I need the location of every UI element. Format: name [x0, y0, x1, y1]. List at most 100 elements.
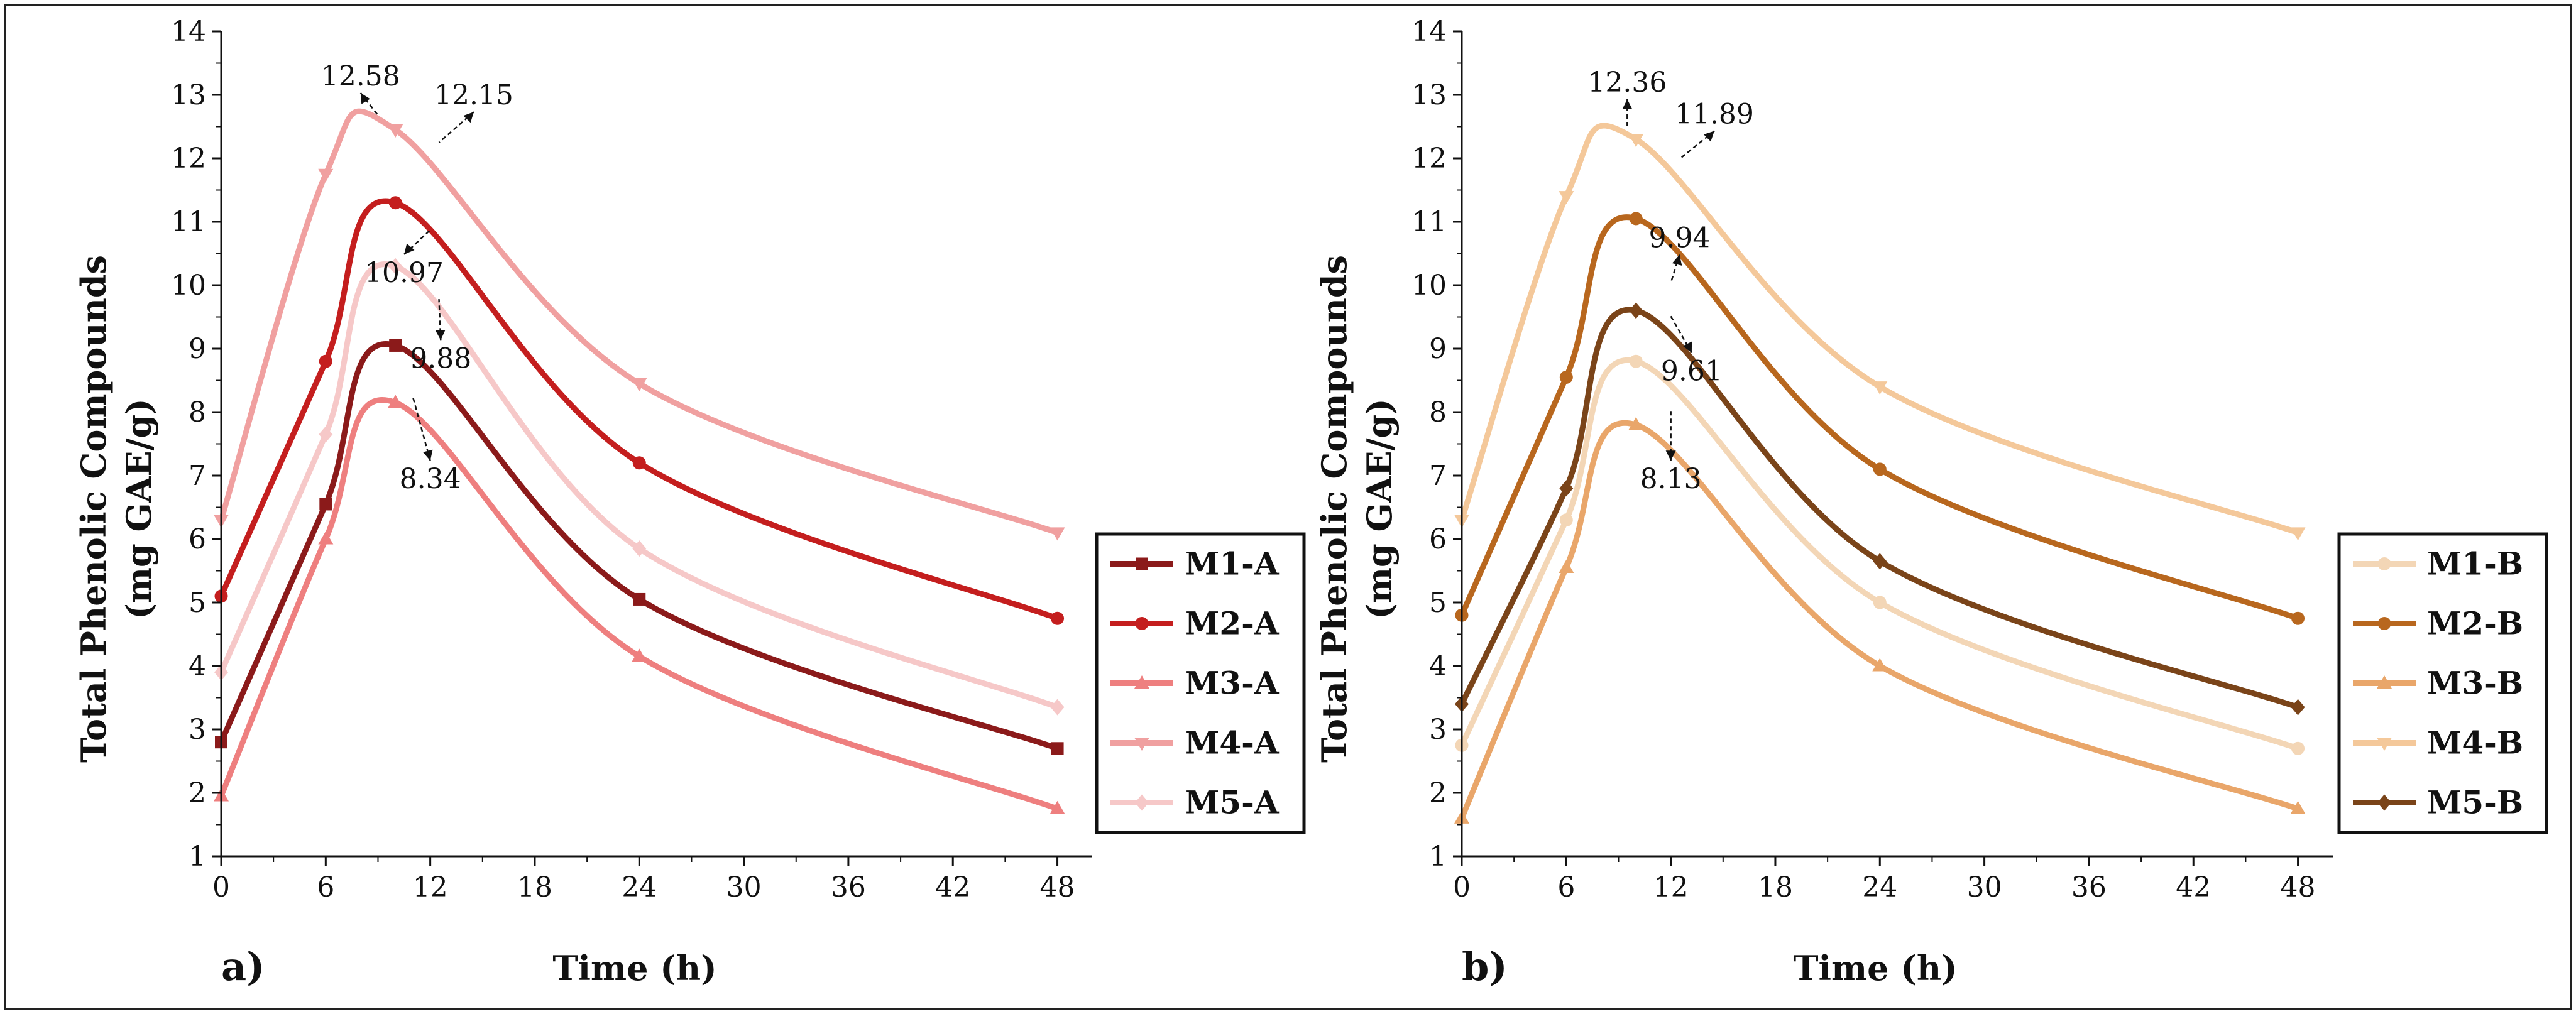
panel-b-legend-marker — [2377, 557, 2391, 570]
panel-a-label: a) — [221, 944, 265, 989]
panel-b-data-point — [2291, 741, 2305, 755]
panel-b-x-tick-label: 0 — [1453, 871, 1471, 903]
panel-a-legend-entry: M3-A — [1110, 665, 1280, 702]
panel-b-data-point — [1873, 462, 1887, 476]
panel-a-annotation: 12.15 — [434, 79, 513, 143]
panel-b-y-tick-label: 6 — [1429, 523, 1447, 555]
panel-a-legend-marker — [1135, 794, 1149, 811]
panel-b-data-point — [1872, 658, 1888, 672]
panel-b-x-tick-label: 36 — [2071, 871, 2107, 903]
panel-b-series-line — [1459, 357, 2301, 751]
panel-a-legend-marker — [1136, 557, 1148, 570]
panel-a-data-point — [632, 540, 647, 557]
panel-b-annotation-label: 12.36 — [1587, 67, 1667, 99]
panel-b-y-tick-label: 13 — [1411, 79, 1447, 111]
panel-b-legend-marker — [2377, 617, 2391, 630]
panel-b-x-axis-title: Time (h) — [1793, 948, 1957, 988]
panel-b-legend-label: M3-B — [2427, 665, 2523, 702]
panel-b-x-tick-label: 6 — [1557, 871, 1575, 903]
panel-a-y-tick-label: 13 — [171, 79, 206, 111]
panel-a-data-point — [632, 456, 646, 470]
panel-a-annotation-arrow — [359, 92, 379, 116]
panel-a-y-tick-label: 5 — [189, 587, 206, 619]
panel-a-data-point — [388, 124, 403, 138]
panel-b-annotation: 11.89 — [1675, 98, 1754, 160]
panel-a-series-line — [218, 341, 1061, 751]
panel-b-annotation: 8.13 — [1640, 410, 1702, 495]
panel-b-data-point — [1559, 370, 1573, 384]
panel-a-y-tick-label: 11 — [171, 206, 206, 238]
panel-b-data-point — [1628, 134, 1644, 148]
panel-a-y-tick-label: 8 — [189, 396, 206, 428]
panel-a-annotation-arrowhead — [463, 112, 474, 123]
panel-b-y-axis-title-line2: (mg GAE/g) — [1359, 398, 1400, 619]
panel-a-x-tick-label: 48 — [1040, 871, 1075, 903]
panel-a-annotation-arrowhead — [423, 449, 433, 461]
panel-b-data-point — [2290, 800, 2306, 814]
panel-a-annotation: 12.58 — [321, 60, 400, 116]
panel-b-legend-marker — [2377, 738, 2392, 751]
panel-a-series-m2-a — [214, 196, 1065, 625]
panel-b-data-point — [1873, 553, 1887, 570]
panel-a-y-tick-label: 9 — [189, 333, 206, 365]
panel-a-annotation-arrow — [412, 396, 431, 461]
panel-b-y-tick-label: 14 — [1411, 16, 1447, 48]
panel-b-annotation: 9.94 — [1649, 222, 1710, 283]
panel-a-series-line — [218, 261, 1061, 711]
panel-b-annotation-arrowhead — [1682, 341, 1692, 353]
panel-a-series-line — [218, 198, 1061, 621]
panel-a-legend-label: M4-A — [1185, 724, 1280, 761]
panel-a-legend-marker — [1135, 617, 1149, 630]
panel-a-y-tick-label: 12 — [171, 143, 206, 175]
panel-b-legend-marker — [2377, 675, 2392, 689]
panel-a-annotation-label: 8.34 — [400, 463, 461, 495]
panel-b-y-tick-label: 11 — [1411, 206, 1447, 238]
panel-a-y-tick-label: 3 — [189, 714, 206, 746]
panel-a-data-point — [1051, 742, 1064, 755]
panel-a-data-point — [1050, 699, 1065, 716]
panel-a-x-tick-label: 36 — [831, 871, 866, 903]
panel-a-data-point — [319, 426, 333, 443]
panel-b-y-tick-label: 1 — [1429, 841, 1447, 873]
panel-a-y-tick-label: 2 — [189, 777, 206, 809]
panel-b-data-point — [2291, 611, 2305, 625]
panel-a-y-tick-label: 4 — [189, 650, 206, 682]
panel-a-series-m5-a — [214, 258, 1065, 716]
panel-a-data-point — [389, 339, 402, 352]
panel-b-legend-entry: M4-B — [2353, 724, 2523, 761]
panel-b-data-point — [1629, 354, 1643, 368]
panel-b-x-tick-label: 48 — [2281, 871, 2316, 903]
panel-a-data-point — [388, 258, 403, 275]
panel-a-x-tick-label: 6 — [317, 871, 334, 903]
panel-b-data-point — [1873, 596, 1887, 609]
panel-b-y-tick-label: 2 — [1429, 777, 1447, 809]
panel-b-data-point — [1872, 381, 1888, 395]
panel-a-data-point — [1051, 611, 1065, 625]
panel-a-data-point — [1050, 527, 1065, 541]
panel-a-annotation: 9.88 — [410, 299, 471, 374]
panel-a-series-line — [218, 397, 1061, 812]
panel-a-y-tick-label: 10 — [171, 270, 206, 302]
panel-a-legend-marker — [1134, 675, 1149, 689]
panel-b-y-tick-label: 4 — [1429, 650, 1447, 682]
panel-a-series-line — [218, 108, 1061, 536]
panel-a-legend-label: M1-A — [1185, 545, 1280, 582]
panel-a-y-axis-title-line1: Total Phenolic Compounds — [74, 255, 114, 763]
panel-a-legend-entry: M4-A — [1110, 724, 1280, 761]
panel-b-annotation-arrowhead — [1622, 99, 1633, 109]
panel-a-y-tick-label: 14 — [171, 16, 206, 48]
panel-a-x-tick-label: 12 — [413, 871, 448, 903]
panel-a-y-tick-label: 7 — [189, 460, 206, 492]
panel-b-y-tick-label: 8 — [1429, 396, 1447, 428]
panel-b-annotation-label: 8.13 — [1640, 463, 1702, 495]
panel-a-data-point — [632, 648, 647, 662]
panel-b-legend: M1-B M2-B M3-B M4-B M5-B — [2337, 532, 2548, 834]
panel-a-annotation: 8.34 — [400, 396, 461, 495]
panel-b-series-line — [1459, 123, 2301, 536]
